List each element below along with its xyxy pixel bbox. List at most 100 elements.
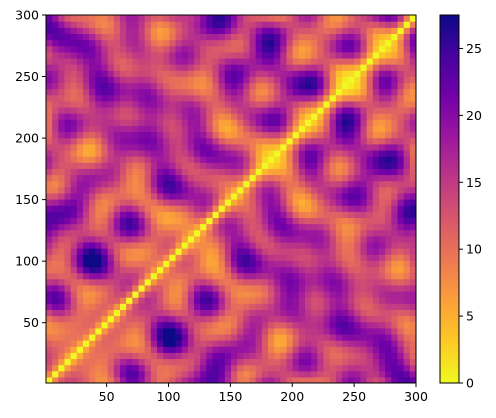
- heatmap-cell: [157, 82, 164, 90]
- heatmap-cell: [366, 205, 374, 212]
- heatmap-cell: [286, 284, 294, 292]
- heatmap-cell: [144, 309, 152, 317]
- heatmap-cell: [231, 70, 238, 77]
- heatmap-cell: [385, 82, 392, 90]
- heatmap-cell: [126, 340, 133, 347]
- heatmap-cell: [212, 340, 220, 347]
- heatmap-cell: [218, 340, 226, 347]
- heatmap-cell: [64, 51, 72, 59]
- heatmap-cell: [113, 88, 121, 96]
- heatmap-cell: [360, 162, 368, 169]
- heatmap-cell: [261, 211, 269, 218]
- heatmap-cell: [298, 364, 306, 372]
- heatmap-cell: [212, 284, 220, 292]
- heatmap-cell: [126, 315, 133, 323]
- heatmap-cell: [237, 327, 244, 335]
- heatmap-cell: [181, 33, 189, 41]
- heatmap-cell: [231, 64, 238, 71]
- heatmap-cell: [317, 119, 325, 126]
- heatmap-cell: [391, 260, 399, 268]
- heatmap-cell: [194, 284, 201, 292]
- heatmap-cell: [76, 27, 84, 34]
- heatmap-cell: [206, 45, 214, 53]
- heatmap-cell: [231, 278, 238, 286]
- heatmap-cell: [212, 192, 220, 200]
- heatmap-cell: [274, 254, 281, 261]
- heatmap-cell: [305, 51, 312, 59]
- heatmap-cell: [354, 180, 362, 188]
- heatmap-cell: [292, 21, 300, 28]
- heatmap-cell: [280, 45, 288, 53]
- heatmap-cell: [52, 94, 59, 102]
- heatmap-cell: [317, 125, 325, 133]
- heatmap-cell: [317, 211, 325, 218]
- heatmap-cell: [366, 235, 374, 243]
- heatmap-cell: [354, 211, 362, 218]
- heatmap-cell: [157, 217, 164, 225]
- heatmap-cell: [249, 278, 257, 286]
- heatmap-cell: [64, 64, 72, 71]
- heatmap-cell: [360, 199, 368, 206]
- heatmap-cell: [335, 254, 343, 261]
- heatmap-cell: [157, 266, 164, 274]
- heatmap-cell: [397, 137, 405, 145]
- heatmap-cell: [212, 119, 220, 126]
- heatmap-cell: [101, 186, 109, 194]
- heatmap-cell: [311, 131, 318, 139]
- heatmap-cell: [329, 137, 337, 145]
- heatmap-cell: [366, 33, 374, 41]
- heatmap-cell: [409, 370, 416, 378]
- heatmap-cell: [255, 248, 263, 255]
- heatmap-cell: [157, 309, 164, 317]
- heatmap-cell: [298, 70, 306, 77]
- heatmap-cell: [132, 192, 140, 200]
- heatmap-cell: [360, 149, 368, 157]
- heatmap-cell: [409, 364, 416, 372]
- heatmap-cell: [372, 113, 380, 120]
- heatmap-cell: [95, 64, 103, 71]
- heatmap-cell: [58, 156, 66, 163]
- heatmap-cell: [46, 217, 53, 225]
- heatmap-cell: [249, 211, 257, 218]
- heatmap-cell: [70, 137, 78, 145]
- heatmap-cell: [397, 235, 405, 243]
- heatmap-cell: [305, 199, 312, 206]
- heatmap-cell: [194, 137, 201, 145]
- heatmap-cell: [187, 333, 195, 341]
- heatmap-cell: [255, 168, 263, 176]
- heatmap-cell: [249, 340, 257, 347]
- heatmap-cell: [317, 291, 325, 298]
- heatmap-cell: [397, 70, 405, 77]
- heatmap-cell: [163, 143, 170, 151]
- heatmap-cell: [144, 254, 152, 261]
- heatmap-cell: [268, 33, 275, 41]
- heatmap-cell: [342, 180, 349, 188]
- heatmap-cell: [64, 107, 72, 114]
- heatmap-cell: [298, 303, 306, 310]
- heatmap-cell: [107, 205, 115, 212]
- heatmap-cell: [261, 186, 269, 194]
- heatmap-cell: [144, 137, 152, 145]
- heatmap-cell: [249, 107, 257, 114]
- heatmap-cell: [212, 254, 220, 261]
- heatmap-cell: [305, 291, 312, 298]
- heatmap-cell: [76, 192, 84, 200]
- heatmap-cell: [113, 180, 121, 188]
- heatmap-cell: [342, 229, 349, 237]
- heatmap-cell: [372, 327, 380, 335]
- heatmap-cell: [187, 315, 195, 323]
- heatmap-cell: [268, 64, 275, 71]
- heatmap-cell: [144, 346, 152, 353]
- heatmap-cell: [354, 205, 362, 212]
- heatmap-cell: [175, 272, 183, 280]
- heatmap-cell: [58, 45, 66, 53]
- heatmap-cell: [342, 88, 349, 96]
- heatmap-cell: [52, 278, 59, 286]
- heatmap-cell: [317, 21, 325, 28]
- heatmap-cell: [231, 352, 238, 360]
- heatmap-cell: [298, 15, 306, 22]
- heatmap-cell: [187, 100, 195, 108]
- heatmap-cell: [200, 186, 207, 194]
- heatmap-cell: [354, 199, 362, 206]
